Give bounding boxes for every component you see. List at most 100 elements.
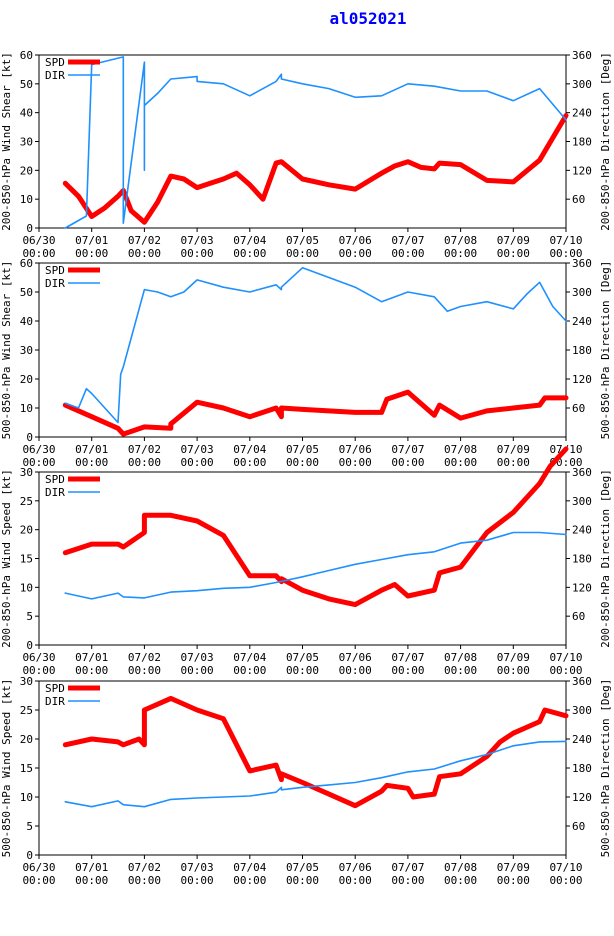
x-tick-time: 00:00 <box>128 456 161 469</box>
x-tick-date: 07/02 <box>128 651 161 664</box>
x-tick-date: 07/02 <box>128 443 161 456</box>
right-tick-label: 60 <box>572 402 585 415</box>
legend-dir-label: DIR <box>45 69 65 82</box>
right-tick-label: 60 <box>572 610 585 623</box>
right-tick-label: 240 <box>572 733 592 746</box>
x-tick-time: 00:00 <box>75 874 108 887</box>
spd-series-line <box>62 389 569 437</box>
right-tick-label: 60 <box>572 193 585 206</box>
x-tick-time: 00:00 <box>233 456 266 469</box>
x-tick-date: 07/05 <box>286 861 319 874</box>
x-tick-date: 07/09 <box>497 861 530 874</box>
x-tick-time: 00:00 <box>391 664 424 677</box>
left-tick-label: 60 <box>20 49 33 62</box>
x-tick-date: 07/10 <box>549 234 582 247</box>
plot-frame <box>38 54 567 229</box>
legend-dir-label: DIR <box>45 277 65 290</box>
plot-frame <box>38 471 567 646</box>
x-tick-time: 00:00 <box>497 456 530 469</box>
x-tick-time: 00:00 <box>339 664 372 677</box>
x-tick-time: 00:00 <box>128 874 161 887</box>
left-tick-label: 10 <box>20 193 33 206</box>
y-axis-label-right: 500-850-hPa Direction [Deg] <box>599 261 612 440</box>
x-tick-time: 00:00 <box>128 247 161 260</box>
x-tick-time: 00:00 <box>549 664 582 677</box>
right-tick-label: 180 <box>572 136 592 149</box>
right-tick-label: 60 <box>572 820 585 833</box>
x-tick-time: 00:00 <box>22 664 55 677</box>
left-tick-label: 15 <box>20 553 33 566</box>
x-tick-time: 00:00 <box>22 456 55 469</box>
right-tick-label: 360 <box>572 675 592 688</box>
x-tick-time: 00:00 <box>286 456 319 469</box>
x-tick-date: 07/05 <box>286 651 319 664</box>
y-axis-label-left: 500-850-hPa Wind Speed [kt] <box>0 679 13 858</box>
x-tick-date: 06/30 <box>22 234 55 247</box>
x-tick-time: 00:00 <box>22 874 55 887</box>
y-axis-label-right: 200-850-hPa Direction [Deg] <box>599 52 612 231</box>
x-tick-time: 00:00 <box>75 247 108 260</box>
y-axis-label-right: 500-850-hPa Direction [Deg] <box>599 679 612 858</box>
left-tick-label: 30 <box>20 344 33 357</box>
x-tick-date: 07/06 <box>339 861 372 874</box>
x-tick-time: 00:00 <box>233 664 266 677</box>
legend-spd-label: SPD <box>45 473 65 486</box>
x-tick-date: 06/30 <box>22 443 55 456</box>
x-tick-date: 07/04 <box>233 234 266 247</box>
x-tick-date: 07/01 <box>75 651 108 664</box>
right-tick-label: 300 <box>572 495 592 508</box>
x-tick-date: 07/05 <box>286 443 319 456</box>
x-tick-time: 00:00 <box>444 664 477 677</box>
x-tick-time: 00:00 <box>128 664 161 677</box>
dir-series-line <box>64 56 567 229</box>
x-tick-date: 07/01 <box>75 234 108 247</box>
left-tick-label: 0 <box>26 849 33 862</box>
x-tick-time: 00:00 <box>181 874 214 887</box>
plot-frame <box>38 680 567 856</box>
chart-panel-4: 0510152025306012018024030036006/3000:000… <box>0 675 612 887</box>
spd-series-line <box>62 113 569 225</box>
right-tick-label: 300 <box>572 78 592 91</box>
x-tick-date: 07/08 <box>444 234 477 247</box>
x-tick-time: 00:00 <box>391 874 424 887</box>
x-tick-time: 00:00 <box>444 247 477 260</box>
left-tick-label: 5 <box>26 610 33 623</box>
x-tick-time: 00:00 <box>181 456 214 469</box>
y-axis-label-left: 500-850-hPa Wind Shear [kt] <box>0 261 13 440</box>
left-tick-label: 25 <box>20 704 33 717</box>
y-axis-label-left: 200-850-hPa Wind Shear [kt] <box>0 52 13 231</box>
right-tick-label: 240 <box>572 524 592 537</box>
x-tick-date: 07/03 <box>181 651 214 664</box>
x-tick-date: 07/03 <box>181 443 214 456</box>
x-tick-date: 07/10 <box>549 861 582 874</box>
x-tick-time: 00:00 <box>233 874 266 887</box>
spd-series-line <box>62 695 569 809</box>
x-tick-date: 07/08 <box>444 443 477 456</box>
x-tick-date: 07/04 <box>233 443 266 456</box>
x-tick-time: 00:00 <box>339 247 372 260</box>
left-tick-label: 20 <box>20 524 33 537</box>
left-tick-label: 60 <box>20 257 33 270</box>
left-tick-label: 30 <box>20 136 33 149</box>
right-tick-label: 120 <box>572 373 592 386</box>
y-axis-label-right: 200-850-hPa Direction [Deg] <box>599 469 612 648</box>
right-tick-label: 180 <box>572 344 592 357</box>
left-tick-label: 20 <box>20 373 33 386</box>
x-tick-date: 07/09 <box>497 651 530 664</box>
left-tick-label: 30 <box>20 675 33 688</box>
x-tick-date: 07/06 <box>339 443 372 456</box>
x-tick-time: 00:00 <box>286 874 319 887</box>
x-tick-time: 00:00 <box>444 456 477 469</box>
right-tick-label: 180 <box>572 762 592 775</box>
x-tick-date: 07/05 <box>286 234 319 247</box>
right-tick-label: 120 <box>572 791 592 804</box>
x-tick-time: 00:00 <box>549 247 582 260</box>
x-tick-date: 07/03 <box>181 861 214 874</box>
x-tick-time: 00:00 <box>391 247 424 260</box>
x-tick-date: 07/07 <box>391 234 424 247</box>
left-tick-label: 10 <box>20 402 33 415</box>
x-tick-time: 00:00 <box>181 247 214 260</box>
right-tick-label: 360 <box>572 257 592 270</box>
x-tick-time: 00:00 <box>339 874 372 887</box>
